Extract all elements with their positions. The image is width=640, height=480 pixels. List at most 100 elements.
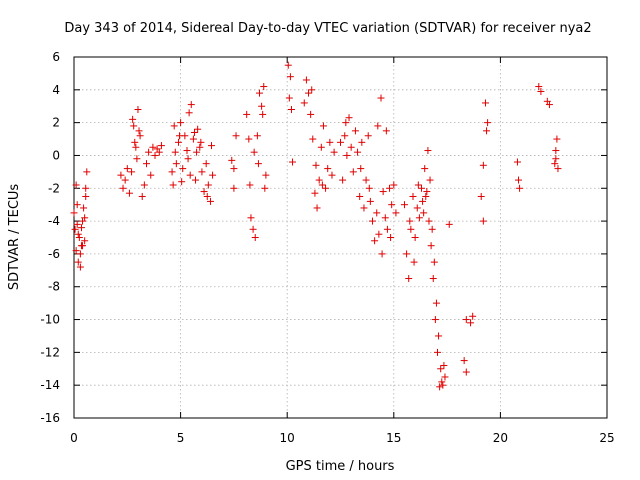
data-point bbox=[129, 115, 137, 123]
data-point bbox=[206, 197, 214, 205]
data-point bbox=[130, 122, 138, 130]
data-point bbox=[245, 135, 253, 143]
data-point bbox=[436, 383, 444, 391]
data-point bbox=[119, 184, 127, 192]
x-tick-label: 20 bbox=[493, 431, 508, 445]
data-point bbox=[554, 165, 562, 173]
data-point bbox=[82, 184, 90, 192]
data-point bbox=[121, 176, 129, 184]
data-point bbox=[230, 184, 238, 192]
data-point bbox=[184, 155, 192, 163]
data-point bbox=[169, 181, 177, 189]
data-point bbox=[339, 176, 347, 184]
data-point bbox=[72, 247, 80, 255]
data-point bbox=[381, 214, 389, 222]
data-point bbox=[409, 192, 417, 200]
data-point bbox=[232, 132, 240, 140]
data-point bbox=[82, 192, 90, 200]
data-point bbox=[208, 142, 216, 150]
data-point bbox=[424, 147, 432, 155]
axis-ticks bbox=[73, 56, 608, 419]
data-point bbox=[157, 142, 165, 150]
data-point bbox=[317, 143, 325, 151]
y-tick-label: 0 bbox=[52, 148, 60, 162]
data-point bbox=[313, 204, 321, 212]
data-point bbox=[428, 225, 436, 233]
data-point bbox=[260, 83, 268, 91]
data-point bbox=[326, 138, 334, 146]
data-point bbox=[300, 99, 308, 107]
data-point bbox=[388, 201, 396, 209]
data-point bbox=[142, 160, 150, 168]
data-point bbox=[136, 132, 144, 140]
data-point bbox=[516, 184, 524, 192]
data-point bbox=[423, 188, 431, 196]
data-point bbox=[203, 192, 211, 200]
data-point bbox=[178, 178, 186, 186]
data-point bbox=[422, 192, 430, 200]
data-point bbox=[343, 151, 351, 159]
data-point bbox=[171, 148, 179, 156]
data-point bbox=[386, 184, 394, 192]
data-point bbox=[246, 181, 254, 189]
data-point bbox=[138, 192, 146, 200]
data-point bbox=[189, 135, 197, 143]
data-point bbox=[469, 312, 477, 320]
data-point bbox=[440, 361, 448, 369]
data-point bbox=[411, 234, 419, 241]
data-point bbox=[187, 101, 195, 109]
data-point bbox=[373, 209, 381, 217]
data-point bbox=[410, 258, 418, 266]
chart-title: Day 343 of 2014, Sidereal Day-to-day VTE… bbox=[64, 21, 591, 36]
y-tick-label: -8 bbox=[48, 280, 60, 294]
data-point bbox=[134, 106, 142, 114]
y-tick-label: 6 bbox=[52, 50, 60, 64]
data-point bbox=[365, 184, 373, 192]
data-point bbox=[308, 86, 316, 94]
data-point bbox=[421, 165, 429, 173]
y-tick-label: -6 bbox=[48, 247, 60, 261]
data-point bbox=[81, 214, 89, 222]
data-point bbox=[71, 225, 79, 233]
data-point bbox=[382, 127, 390, 135]
data-point bbox=[441, 373, 449, 381]
data-point bbox=[81, 237, 89, 245]
data-point bbox=[73, 201, 81, 209]
data-point bbox=[345, 114, 353, 122]
data-point bbox=[149, 143, 157, 151]
data-point bbox=[285, 94, 293, 102]
data-point bbox=[131, 138, 139, 146]
data-point bbox=[172, 160, 180, 168]
data-point bbox=[262, 171, 270, 179]
data-point bbox=[251, 234, 259, 241]
data-point bbox=[460, 357, 468, 365]
data-point bbox=[462, 368, 470, 376]
data-point bbox=[147, 171, 155, 179]
data-point bbox=[420, 209, 428, 217]
data-point bbox=[513, 158, 521, 166]
data-point bbox=[145, 148, 153, 156]
data-point bbox=[73, 220, 81, 228]
x-tick-label: 10 bbox=[280, 431, 295, 445]
data-point bbox=[247, 214, 255, 222]
data-point bbox=[322, 184, 330, 192]
data-point bbox=[371, 237, 379, 245]
data-point bbox=[253, 132, 261, 140]
y-tick-label: -14 bbox=[40, 378, 60, 392]
data-point bbox=[360, 204, 368, 212]
data-point bbox=[330, 148, 338, 156]
data-point bbox=[400, 201, 408, 209]
data-point bbox=[250, 148, 258, 156]
data-point bbox=[259, 110, 267, 118]
data-point bbox=[377, 94, 385, 102]
x-tick-label: 15 bbox=[386, 431, 401, 445]
data-point bbox=[426, 176, 434, 184]
y-tick-label: -12 bbox=[40, 345, 60, 359]
data-point bbox=[362, 176, 370, 184]
data-point bbox=[74, 230, 82, 238]
data-point bbox=[324, 165, 332, 173]
data-point bbox=[128, 168, 136, 176]
data-point bbox=[445, 220, 453, 228]
data-point bbox=[307, 110, 315, 118]
